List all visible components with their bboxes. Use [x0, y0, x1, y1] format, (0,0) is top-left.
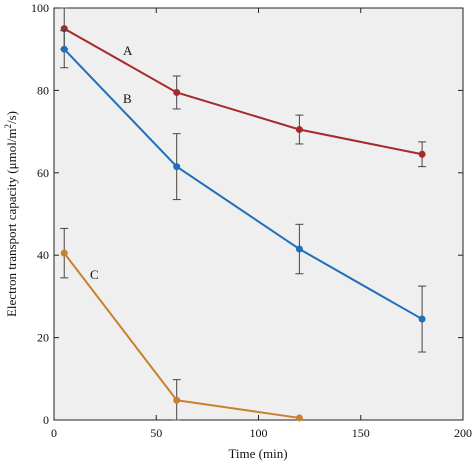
data-point-B-0	[60, 45, 68, 53]
series-label-A: A	[123, 43, 133, 58]
x-tick-label-2: 100	[250, 426, 268, 440]
x-tick-label-3: 150	[352, 426, 370, 440]
data-point-C-0	[60, 249, 68, 257]
data-point-C-1	[173, 396, 181, 404]
y-axis-label-sup: 2	[3, 124, 13, 129]
data-point-B-1	[173, 163, 181, 171]
y-tick-label-3: 60	[37, 166, 49, 180]
y-tick-label-5: 100	[31, 1, 49, 15]
y-tick-label-2: 40	[37, 248, 49, 262]
data-point-A-2	[295, 126, 303, 134]
y-axis-label-main: Electron transport capacity (μmol/m	[4, 128, 19, 317]
y-tick-label-1: 20	[37, 331, 49, 345]
series-B: B	[60, 30, 427, 353]
axes: 0 50 100 150 200 0 20 40 60 80 100	[31, 1, 472, 440]
y-axis-label: Electron transport capacity (μmol/m2/s)	[3, 111, 19, 317]
series-layer: A B C	[60, 7, 427, 422]
series-label-B: B	[123, 91, 132, 106]
series-C: C	[60, 227, 303, 422]
series-line-A	[63, 27, 423, 156]
data-point-C-2	[295, 414, 303, 422]
series-line-B	[63, 48, 423, 320]
x-tick-label-1: 50	[150, 426, 162, 440]
data-point-B-3	[418, 315, 426, 323]
x-tick-label-0: 0	[51, 426, 57, 440]
data-point-A-1	[173, 88, 181, 96]
y-tick-label-0: 0	[43, 413, 49, 427]
x-tick-label-4: 200	[454, 426, 472, 440]
y-axis-label-end: /s)	[4, 111, 19, 124]
y-tick-label-4: 80	[37, 83, 49, 97]
data-point-B-2	[295, 245, 303, 253]
x-axis-label: Time (min)	[228, 446, 287, 461]
series-label-C: C	[90, 267, 99, 282]
plot-area	[54, 8, 463, 420]
data-point-A-3	[418, 150, 426, 158]
